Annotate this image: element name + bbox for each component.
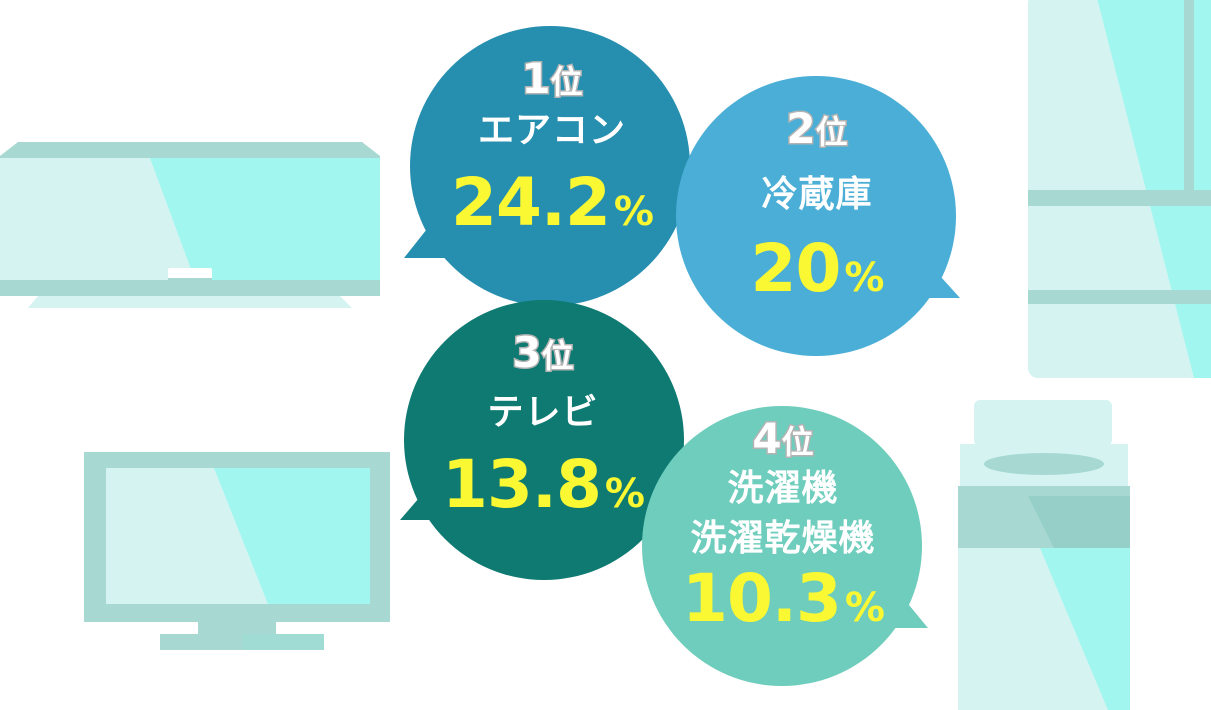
- speech-bubble-shape: [676, 76, 960, 356]
- appliance-name: エアコン: [477, 110, 626, 151]
- washing-machine-icon: [958, 400, 1130, 710]
- appliance-name: 冷蔵庫: [761, 174, 873, 215]
- share-value: 10.3%: [682, 560, 885, 637]
- appliance-name: テレビ: [487, 392, 599, 433]
- rank-label: 3位: [511, 328, 575, 377]
- refrigerator-icon: [1028, 0, 1211, 378]
- rank-label: 2位: [785, 104, 849, 153]
- rank-4-bubble: 4位 洗濯機 洗濯乾燥機 10.3%: [640, 406, 930, 688]
- rank-3-bubble: 3位 テレビ 13.8%: [400, 300, 686, 582]
- share-value: 13.8%: [442, 446, 645, 523]
- share-value: 24.2%: [451, 164, 654, 241]
- rank-label: 4位: [751, 414, 815, 463]
- speech-bubble-shape: [642, 406, 928, 686]
- rank-label: 1位: [520, 54, 584, 103]
- air-conditioner-icon: [0, 142, 380, 308]
- appliance-name-line-2: 洗濯乾燥機: [690, 518, 876, 559]
- share-value: 20%: [750, 230, 885, 307]
- rank-2-bubble: 2位 冷蔵庫 20%: [676, 76, 962, 358]
- speech-bubble-shape: [400, 300, 684, 580]
- appliance-name: 洗濯機: [727, 468, 839, 509]
- speech-bubble-shape: [404, 26, 690, 306]
- rank-1-bubble: 1位 エアコン 24.2%: [402, 26, 694, 306]
- tv-icon: [84, 452, 390, 650]
